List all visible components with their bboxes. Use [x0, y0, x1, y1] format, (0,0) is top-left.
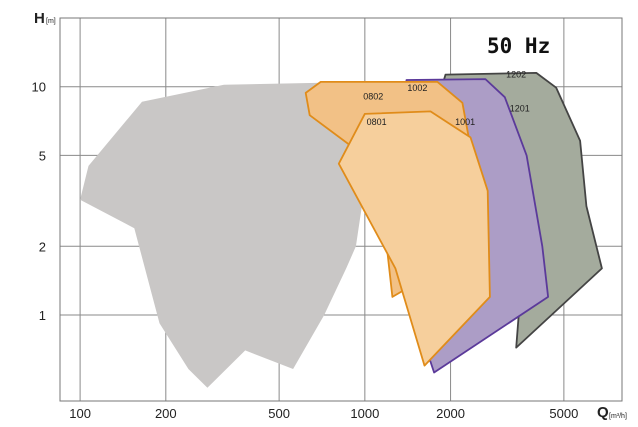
series-area-4: [337, 110, 491, 367]
model-label: 1201: [510, 103, 530, 113]
model-label: 1001: [455, 117, 475, 127]
y-axis-label: H: [34, 10, 45, 27]
model-label: 1002: [407, 83, 427, 93]
frequency-badge: 50 Hz: [487, 34, 550, 58]
x-tick-label: 200: [155, 406, 177, 421]
y-axis-unit: [m]: [46, 18, 56, 25]
y-tick-label: 5: [39, 148, 46, 163]
x-tick-label: 500: [268, 406, 290, 421]
model-labels: 1202 1201 1002 1001 0802 0801: [363, 69, 530, 127]
y-tick-labels: 1 2 5 10: [32, 80, 46, 323]
series-area-0: [80, 81, 380, 388]
y-tick-label: 1: [39, 308, 46, 323]
x-axis-label: Q: [597, 404, 609, 421]
series-areas: [80, 72, 603, 388]
x-tick-label: 2000: [436, 406, 465, 421]
plot-frame: [59, 17, 623, 402]
y-tick-label: 10: [32, 80, 46, 95]
model-label: 1202: [506, 69, 526, 79]
model-label: 0802: [363, 91, 383, 101]
y-tick-label: 2: [39, 239, 46, 254]
x-tick-label: 5000: [549, 406, 578, 421]
x-axis-unit: [m³/h]: [609, 413, 627, 420]
model-label: 0801: [367, 117, 387, 127]
x-tick-labels: 100 200 500 1000 2000 5000: [69, 406, 578, 421]
x-tick-label: 1000: [350, 406, 379, 421]
x-tick-label: 100: [69, 406, 91, 421]
